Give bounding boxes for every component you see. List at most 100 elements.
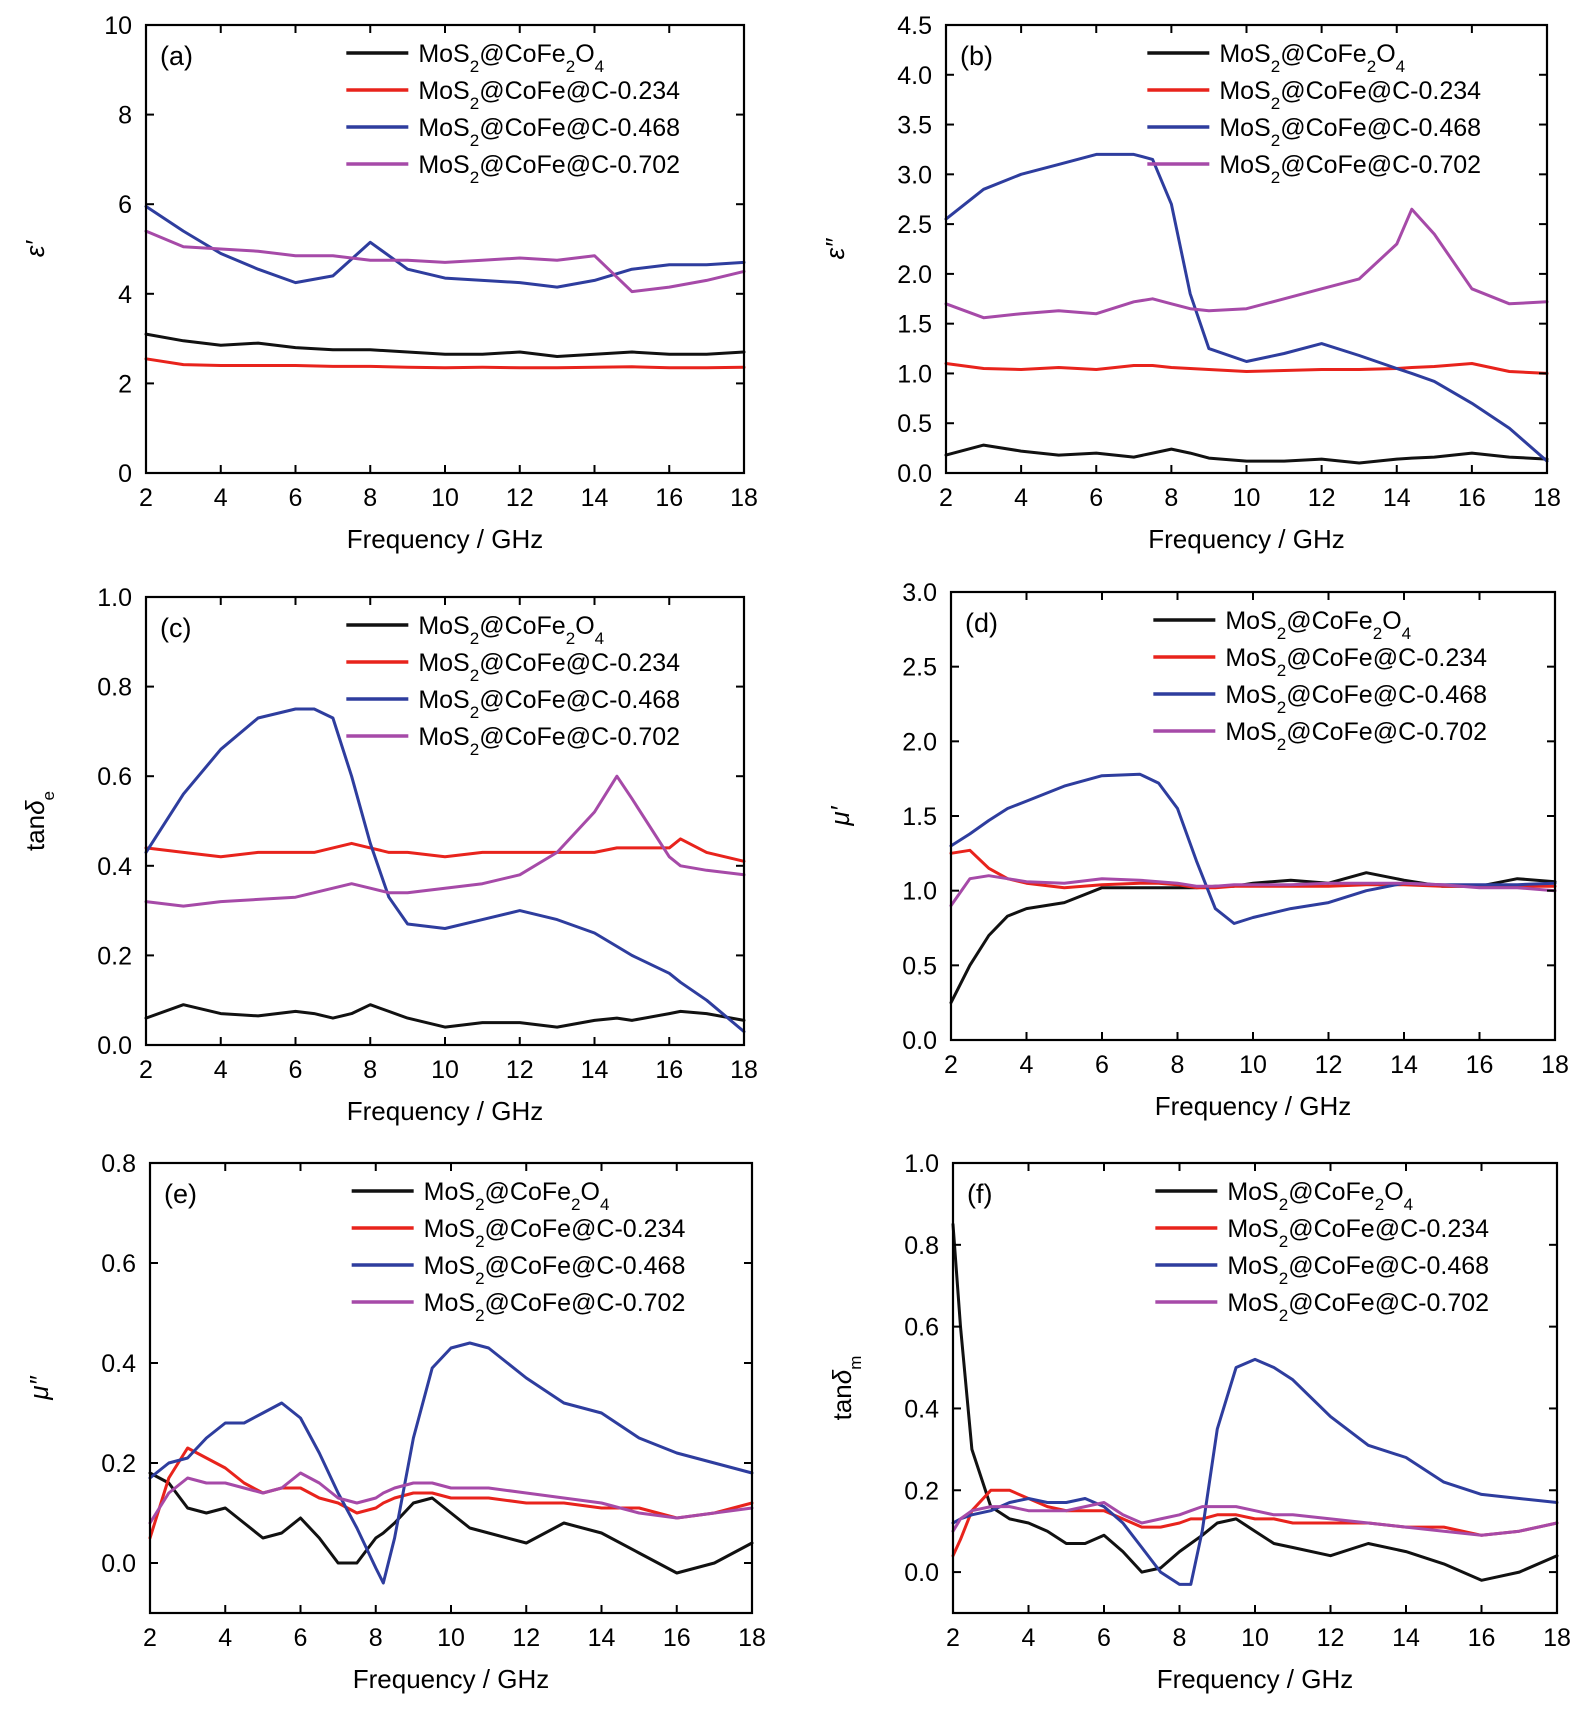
panel-label-4: (d) — [965, 608, 998, 638]
x-axis-label-3: Frequency / GHz — [347, 1096, 544, 1126]
x-tick-label: 4 — [1022, 1624, 1036, 1652]
y-tick-label: 0.0 — [897, 460, 932, 488]
series-line-5-1 — [148, 1471, 754, 1575]
series-line-3-4 — [144, 774, 746, 908]
y-tick-label: 0.2 — [101, 1450, 136, 1478]
y-tick-label: 0.0 — [904, 1559, 939, 1587]
chart-panel-3: 2 4 6 8 10 12 14 16 18 0.0 0.2 0.4 0.6 0.8 1.0 Frequenc… — [20, 584, 758, 1126]
series-line-2-2 — [944, 362, 1549, 375]
x-tick-label: 18 — [1543, 1624, 1571, 1652]
x-tick-label: 14 — [1383, 484, 1411, 512]
series-line-5-3 — [148, 1341, 754, 1585]
panel-label-6: (f) — [967, 1179, 992, 1209]
series-line-4-4 — [949, 874, 1557, 908]
y-tick-label: 0.2 — [97, 942, 132, 970]
x-tick-label: 8 — [363, 1056, 377, 1084]
y-tick-label: 0.4 — [97, 853, 132, 881]
x-tick-label: 2 — [944, 1051, 958, 1079]
x-tick-label: 6 — [1097, 1624, 1111, 1652]
legend-label: MoS2@CoFe@C-0.468 — [1225, 681, 1487, 717]
y-tick-label: 0.8 — [101, 1150, 136, 1178]
y-tick-label: 0.0 — [97, 1032, 132, 1060]
x-tick-label: 18 — [1533, 484, 1561, 512]
series-line-4-1 — [949, 871, 1557, 1005]
y-tick-label: 1.5 — [902, 803, 937, 831]
y-tick-label: 0.6 — [904, 1314, 939, 1342]
x-tick-label: 4 — [214, 484, 228, 512]
x-tick-label: 12 — [506, 484, 534, 512]
legend-label: MoS2@CoFe@C-0.234 — [1219, 77, 1481, 113]
x-tick-label: 2 — [143, 1624, 157, 1652]
x-tick-label: 4 — [218, 1624, 232, 1652]
x-tick-label: 18 — [1541, 1051, 1569, 1079]
legend-label: MoS2@CoFe@C-0.234 — [424, 1215, 686, 1251]
panel-label-3: (c) — [160, 613, 191, 643]
x-tick-label: 6 — [289, 484, 303, 512]
x-tick-label: 18 — [730, 1056, 758, 1084]
x-tick-label: 4 — [1020, 1051, 1034, 1079]
y-tick-label: 1.0 — [902, 878, 937, 906]
x-axis-label-1: Frequency / GHz — [347, 524, 544, 554]
x-tick-label: 16 — [663, 1624, 691, 1652]
chart-panel-4: 2 4 6 8 10 12 14 16 18 0.0 0.5 1.0 1.5 2.0 2.5 3.0 Frequ… — [825, 579, 1569, 1121]
legend-label: MoS2@CoFe@C-0.468 — [418, 114, 680, 150]
x-axis-label-6: Frequency / GHz — [1157, 1664, 1354, 1694]
y-tick-label: 3.0 — [902, 579, 937, 607]
y-tick-label: 0.6 — [97, 763, 132, 791]
legend-label: MoS2@CoFe2O4 — [1219, 40, 1405, 76]
y-tick-label: 0 — [118, 460, 132, 488]
y-tick-label: 4.5 — [897, 12, 932, 40]
legend-label: MoS2@CoFe@C-0.702 — [424, 1289, 686, 1325]
chart-panel-6: 2 4 6 8 10 12 14 16 18 0.0 0.2 0.4 0.6 0.8 1.0 Frequenc… — [827, 1150, 1571, 1694]
legend-label: MoS2@CoFe@C-0.702 — [418, 723, 680, 759]
x-tick-label: 10 — [431, 484, 459, 512]
y-tick-label: 1.0 — [897, 360, 932, 388]
panel-label-2: (b) — [960, 41, 993, 71]
panel-label-1: (a) — [160, 41, 193, 71]
series-line-3-3 — [144, 707, 746, 1034]
y-axis-label-1: ε′ — [20, 240, 50, 257]
y-axis-label-3: tanδe — [20, 791, 58, 851]
y-tick-label: 10 — [104, 12, 132, 40]
y-tick-label: 2 — [118, 370, 132, 398]
y-tick-label: 0.5 — [902, 952, 937, 980]
x-tick-label: 18 — [738, 1624, 766, 1652]
x-tick-label: 6 — [1089, 484, 1103, 512]
series-line-2-3 — [944, 152, 1549, 463]
x-tick-label: 8 — [363, 484, 377, 512]
x-tick-label: 16 — [1458, 484, 1486, 512]
series-line-6-1 — [951, 1222, 1559, 1582]
y-tick-label: 1.5 — [897, 311, 932, 339]
series-line-3-1 — [144, 1003, 746, 1029]
y-tick-label: 0.5 — [897, 410, 932, 438]
y-tick-label: 2.0 — [897, 261, 932, 289]
legend-label: MoS2@CoFe@C-0.468 — [418, 686, 680, 722]
series-line-2-4 — [944, 207, 1549, 320]
y-tick-label: 3.0 — [897, 161, 932, 189]
chart-panel-2: 2 4 6 8 10 12 14 16 18 0.0 0.5 1.0 1.5 2.0 2.5 3.0 3.5 4.… — [820, 12, 1561, 554]
y-tick-label: 0.0 — [902, 1027, 937, 1055]
legend-label: MoS2@CoFe@C-0.468 — [1227, 1252, 1489, 1288]
y-tick-label: 0.8 — [904, 1232, 939, 1260]
series-line-2-1 — [944, 443, 1549, 465]
legend-label: MoS2@CoFe@C-0.702 — [1227, 1289, 1489, 1325]
x-tick-label: 8 — [369, 1624, 383, 1652]
legend-label: MoS2@CoFe@C-0.702 — [418, 151, 680, 187]
x-tick-label: 16 — [655, 484, 683, 512]
legend-label: MoS2@CoFe@C-0.702 — [1219, 151, 1481, 187]
x-tick-label: 12 — [506, 1056, 534, 1084]
x-tick-label: 12 — [1317, 1624, 1345, 1652]
x-tick-label: 16 — [655, 1056, 683, 1084]
x-tick-label: 14 — [581, 1056, 609, 1084]
x-tick-label: 6 — [289, 1056, 303, 1084]
x-tick-label: 12 — [1315, 1051, 1343, 1079]
y-tick-label: 6 — [118, 191, 132, 219]
y-tick-label: 8 — [118, 102, 132, 130]
y-tick-label: 0.4 — [904, 1395, 939, 1423]
legend-label: MoS2@CoFe@C-0.702 — [1225, 718, 1487, 754]
y-tick-label: 0.8 — [97, 674, 132, 702]
series-line-1-3 — [144, 204, 746, 289]
x-tick-label: 16 — [1468, 1624, 1496, 1652]
legend-label: MoS2@CoFe@C-0.234 — [418, 77, 680, 113]
